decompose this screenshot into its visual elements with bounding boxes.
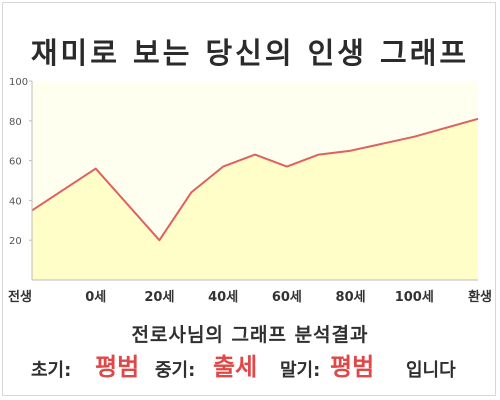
x-tick-label: 60세 bbox=[272, 290, 302, 305]
summary-heading: 전로사님의 그래프 분석결과 bbox=[131, 324, 369, 346]
y-tick-label: 20 bbox=[9, 236, 22, 247]
x-tick-label: 전생 bbox=[8, 289, 32, 305]
x-tick-label: 100세 bbox=[395, 290, 434, 305]
mid-label: 중기: bbox=[155, 360, 196, 381]
early-value: 평범 bbox=[95, 353, 140, 381]
chart-title: 재미로 보는 당신의 인생 그래프 bbox=[30, 36, 470, 70]
y-tick-label: 40 bbox=[9, 196, 22, 207]
y-tick-label: 80 bbox=[9, 117, 22, 128]
late-value: 평범 bbox=[330, 353, 375, 381]
y-tick-label: 100 bbox=[9, 77, 28, 88]
summary-line: 초기: 평범 중기: 출세 말기: 평범 입니다 bbox=[0, 346, 500, 382]
early-label: 초기: bbox=[31, 360, 72, 381]
x-tick-label: 0세 bbox=[85, 290, 106, 305]
mid-value: 출세 bbox=[213, 353, 258, 381]
y-tick-label: 60 bbox=[9, 157, 22, 168]
life-line bbox=[31, 117, 479, 242]
late-label: 말기: bbox=[280, 360, 321, 381]
x-tick-label: 20세 bbox=[144, 290, 174, 305]
x-tick-label: 40세 bbox=[208, 290, 238, 305]
x-tick-label: 80세 bbox=[336, 290, 366, 305]
x-tick-label: 환생 bbox=[468, 289, 492, 305]
ending-text: 입니다 bbox=[406, 360, 456, 381]
area-fill bbox=[32, 118, 478, 280]
